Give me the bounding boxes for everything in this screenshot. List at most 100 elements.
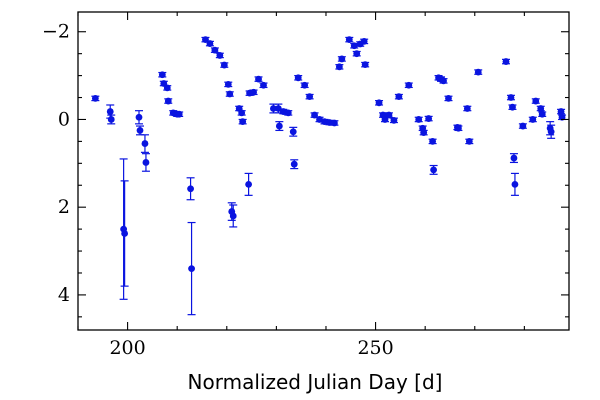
data-point (384, 111, 393, 119)
data-point (509, 153, 518, 164)
point-marker (420, 129, 428, 137)
data-point (249, 88, 258, 96)
data-point (557, 108, 566, 115)
point-marker (229, 212, 237, 220)
point-marker (121, 230, 129, 237)
point-marker (158, 71, 166, 79)
data-point (135, 110, 144, 125)
point-marker (440, 77, 447, 85)
point-marker (390, 116, 398, 124)
data-point (536, 105, 545, 112)
point-marker (331, 119, 338, 127)
data-point (424, 115, 433, 122)
point-marker (187, 185, 194, 193)
point-marker (136, 127, 144, 134)
data-point (335, 63, 344, 71)
point-marker (429, 137, 437, 145)
data-point (106, 104, 115, 119)
data-point (352, 50, 361, 58)
point-marker (289, 128, 297, 136)
point-marker (474, 68, 482, 76)
data-point (547, 124, 556, 139)
data-point (175, 110, 184, 118)
point-marker (239, 118, 247, 126)
point-marker (290, 160, 298, 168)
point-marker (445, 95, 452, 102)
data-point (284, 109, 293, 117)
x-tick-label: 250 (357, 337, 393, 359)
point-marker (260, 81, 267, 89)
data-point (237, 109, 246, 117)
data-point (210, 46, 219, 54)
point-marker (135, 113, 143, 121)
data-point (330, 119, 339, 127)
point-marker (274, 105, 282, 112)
data-point (375, 99, 384, 107)
data-point (158, 71, 167, 79)
data-point (289, 126, 298, 137)
point-marker (216, 52, 224, 59)
data-point (279, 108, 288, 115)
point-marker (284, 109, 292, 117)
point-marker (238, 109, 246, 117)
data-point (404, 81, 413, 89)
data-point (229, 204, 238, 228)
point-marker (519, 122, 527, 130)
point-marker (360, 37, 368, 45)
data-point (508, 103, 517, 111)
point-marker (375, 99, 383, 107)
point-marker (270, 105, 277, 112)
point-marker (91, 95, 99, 102)
data-point (254, 75, 263, 83)
point-marker (294, 74, 302, 82)
data-point (419, 129, 428, 137)
data-point (337, 55, 346, 63)
point-marker (188, 265, 195, 272)
data-point (528, 116, 537, 123)
point-marker (226, 90, 234, 98)
point-marker (509, 103, 516, 111)
data-point (502, 58, 511, 65)
point-marker (532, 97, 540, 105)
y-tick-label: −2 (42, 21, 70, 43)
point-marker (164, 97, 172, 105)
data-point (414, 116, 423, 123)
data-point (294, 74, 303, 82)
point-marker (353, 50, 361, 58)
data-point (429, 164, 438, 175)
point-marker (455, 124, 462, 132)
data-point (244, 172, 253, 196)
point-marker (385, 111, 393, 119)
point-marker (395, 93, 403, 101)
point-marker (142, 159, 150, 166)
data-point (474, 68, 483, 76)
point-marker (557, 108, 565, 115)
data-point (220, 61, 229, 69)
point-marker (361, 61, 369, 69)
data-point (361, 61, 370, 69)
point-marker (275, 122, 283, 130)
data-point (120, 180, 129, 287)
point-marker (430, 166, 438, 174)
data-point (345, 36, 354, 44)
point-marker (405, 81, 413, 89)
point-marker (107, 116, 115, 123)
plot-frame (77, 11, 570, 331)
data-point (454, 124, 463, 132)
point-marker (306, 93, 314, 101)
data-point (538, 110, 547, 118)
data-point (305, 93, 314, 101)
point-marker (220, 61, 228, 69)
data-point (187, 221, 196, 316)
data-point (531, 97, 540, 105)
point-marker (163, 84, 171, 92)
data-point (506, 94, 515, 101)
point-marker (301, 81, 309, 89)
point-marker (345, 36, 353, 44)
y-tick-label: 2 (58, 196, 70, 218)
data-point (439, 77, 448, 85)
data-point (186, 177, 195, 201)
data-point (444, 95, 453, 102)
data-point (135, 125, 144, 136)
data-point (163, 84, 172, 92)
